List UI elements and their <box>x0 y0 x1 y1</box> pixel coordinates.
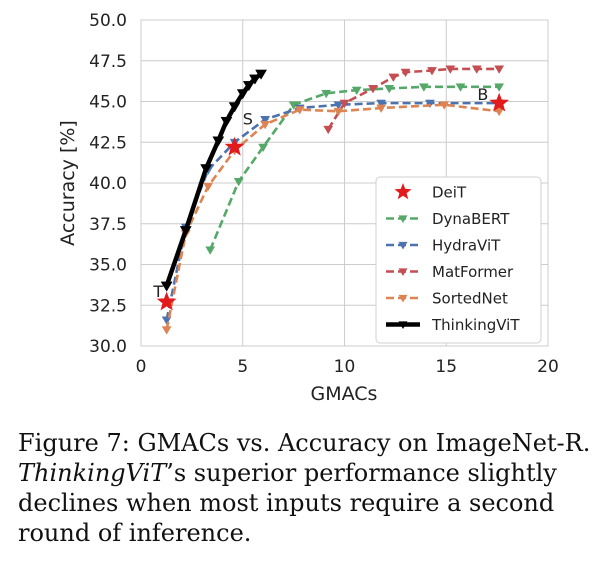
series-matformer <box>323 65 505 135</box>
legend-item-dynabert: DynaBERT <box>386 210 510 228</box>
data-point-sortednet <box>161 326 172 335</box>
data-point-thinkingvit <box>220 116 233 128</box>
data-point-sortednet <box>260 120 271 130</box>
legend-marker-sortednet <box>398 294 408 303</box>
data-point-matformer <box>400 68 411 78</box>
figure-caption: Figure 7: GMACs vs. Accuracy on ImageNet… <box>18 428 598 548</box>
series-dynabert <box>205 83 505 255</box>
data-point-deit <box>156 291 177 311</box>
data-point-sortednet <box>376 104 387 114</box>
legend-label-matformer: MatFormer <box>432 263 514 281</box>
data-point-thinkingvit <box>212 136 225 147</box>
data-point-deit <box>489 92 510 112</box>
data-point-dynabert <box>494 83 505 92</box>
data-point-thinkingvit <box>179 226 192 237</box>
point-annotations: T S B <box>152 85 488 301</box>
data-point-thinkingvit <box>228 102 241 113</box>
legend-label-thinkingvit: ThinkingViT <box>431 316 520 334</box>
legend: DeiT DynaBERT HydraViT MatFormer SortedNet Th… <box>375 176 542 344</box>
y-tick-label: 50.0 <box>89 11 127 31</box>
x-axis-title: GMACs <box>311 383 378 405</box>
chart: 0 5 10 15 20 30.0 32.5 35.0 37.5 40.0 42.5 45.0 47.5… <box>57 11 559 405</box>
y-tick-label: 35.0 <box>89 256 127 276</box>
data-point-hydravit <box>425 99 435 109</box>
data-point-matformer <box>471 65 482 74</box>
legend-marker-hydravit <box>398 241 408 250</box>
data-point-sortednet <box>494 107 505 117</box>
legend-marker-thinkingvit <box>398 321 408 329</box>
x-tick-label: 10 <box>334 357 356 377</box>
data-point-sortednet <box>294 106 305 115</box>
y-tick-label: 45.0 <box>89 93 127 113</box>
data-point-thinkingvit <box>242 81 255 92</box>
data-point-thinkingvit <box>236 89 249 100</box>
x-tick-label: 15 <box>435 357 457 377</box>
data-point-dynabert <box>455 83 466 92</box>
caption-suffix: ’s superior performance slightly decline… <box>18 459 557 547</box>
data-point-dynabert <box>205 246 216 255</box>
legend-marker-matformer <box>398 268 408 276</box>
data-point-matformer <box>494 65 505 74</box>
annotation-label: T <box>152 282 163 301</box>
data-point-thinkingvit <box>200 164 213 175</box>
legend-item-matformer: MatFormer <box>386 263 514 281</box>
data-point-matformer <box>368 85 378 94</box>
data-point-hydravit <box>260 116 271 125</box>
data-point-matformer <box>445 65 456 74</box>
data-point-matformer <box>388 73 399 83</box>
tick-labels: 0 5 10 15 20 30.0 32.5 35.0 37.5 40.0 42.5 45.0 47.5… <box>89 11 559 377</box>
x-tick-label: 0 <box>136 357 147 377</box>
legend-label-sortednet: SortedNet <box>432 290 508 308</box>
legend-item-deit: DeiT <box>394 183 467 202</box>
data-point-thinkingvit <box>160 281 173 292</box>
data-point-dynabert <box>258 143 269 153</box>
legend-marker-deit <box>394 183 412 200</box>
data-point-matformer <box>339 99 350 109</box>
annotation-label: B <box>477 85 488 104</box>
y-tick-label: 47.5 <box>89 52 127 72</box>
y-tick-label: 32.5 <box>89 296 127 316</box>
caption-emphasis: ThinkingViT <box>18 459 167 487</box>
y-tick-label: 40.0 <box>89 174 127 194</box>
data-point-matformer <box>323 125 334 135</box>
legend-label-hydravit: HydraViT <box>432 237 501 255</box>
series-line-dynabert <box>208 85 500 251</box>
annotation-label: S <box>243 109 253 128</box>
legend-label-dynabert: DynaBERT <box>432 210 510 228</box>
data-point-sortednet <box>439 101 450 110</box>
data-point-dynabert <box>233 177 244 187</box>
y-tick-label: 37.5 <box>89 215 127 235</box>
legend-item-sortednet: SortedNet <box>386 290 508 308</box>
y-tick-label: 42.5 <box>89 133 127 153</box>
data-point-matformer <box>427 67 437 76</box>
series-thinkingvit <box>160 69 268 292</box>
series-line-sortednet <box>165 103 500 330</box>
data-point-sortednet <box>333 107 344 117</box>
data-point-hydravit <box>333 101 344 110</box>
series-deit <box>156 92 510 311</box>
data-point-thinkingvit <box>255 69 268 80</box>
caption-prefix: Figure 7: GMACs vs. Accuracy on ImageNet… <box>18 429 591 457</box>
y-axis-title: Accuracy [%] <box>57 120 79 246</box>
legend-item-hydravit: HydraViT <box>386 237 501 255</box>
legend-label-deit: DeiT <box>432 184 467 202</box>
legend-marker-dynabert <box>398 215 408 223</box>
data-point-hydravit <box>161 316 172 325</box>
data-point-sortednet <box>203 182 214 192</box>
x-tick-label: 20 <box>537 357 559 377</box>
series-layer <box>156 65 510 335</box>
data-point-deit <box>224 136 245 156</box>
data-point-hydravit <box>376 99 387 109</box>
data-point-thinkingvit <box>249 74 261 85</box>
data-point-dynabert <box>321 89 332 99</box>
data-point-dynabert <box>418 83 429 92</box>
x-tick-label: 5 <box>237 357 248 377</box>
legend-item-thinkingvit: ThinkingViT <box>386 316 520 334</box>
data-point-dynabert <box>351 86 362 96</box>
data-point-dynabert <box>384 85 395 94</box>
y-tick-label: 30.0 <box>89 337 127 357</box>
